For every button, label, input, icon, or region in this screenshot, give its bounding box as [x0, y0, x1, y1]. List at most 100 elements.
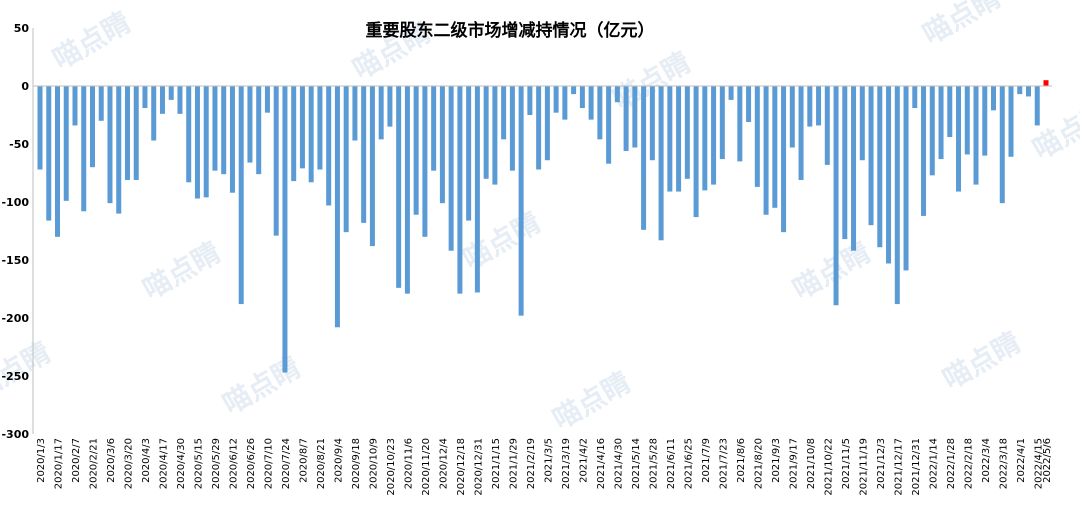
bar — [107, 86, 113, 204]
y-tick-label: -100 — [1, 196, 29, 209]
y-tick-label: -200 — [1, 312, 29, 325]
bar — [308, 86, 314, 183]
x-tick-label: 2021/6/25 — [683, 438, 694, 489]
x-tick-label: 2020/9/18 — [351, 438, 362, 489]
bar — [676, 86, 682, 192]
x-tick-label: 2020/12/4 — [438, 438, 449, 489]
bar — [352, 86, 358, 141]
bar — [772, 86, 778, 208]
x-tick-label: 2020/11/6 — [403, 438, 414, 489]
bar — [553, 86, 559, 113]
bar — [597, 86, 603, 140]
bar — [334, 86, 340, 328]
bar — [1008, 86, 1014, 157]
bar — [632, 86, 638, 148]
bar — [536, 86, 542, 170]
bar — [999, 86, 1005, 204]
bar — [868, 86, 874, 226]
bar — [151, 86, 157, 141]
x-tick-label: 2021/10/8 — [806, 438, 817, 489]
x-tick-label: 2022/1/14 — [928, 438, 939, 489]
bar — [886, 86, 892, 264]
bar — [684, 86, 690, 179]
bar — [46, 86, 52, 221]
bar — [737, 86, 743, 162]
bar — [378, 86, 384, 140]
bar — [842, 86, 848, 240]
bar — [273, 86, 279, 236]
x-tick-label: 2022/2/18 — [963, 438, 974, 489]
x-tick-label: 2021/4/30 — [613, 438, 624, 489]
bar — [457, 86, 463, 294]
bar — [781, 86, 787, 233]
bar — [833, 86, 839, 306]
x-tick-label: 2021/12/3 — [876, 438, 887, 489]
bar — [658, 86, 664, 241]
bar — [466, 86, 472, 221]
x-tick-label: 2020/1/3 — [36, 438, 47, 483]
bar — [448, 86, 454, 251]
bar — [256, 86, 262, 175]
x-tick-label: 2021/1/15 — [491, 438, 502, 489]
bar — [859, 86, 865, 161]
bar — [544, 86, 550, 161]
watermark-text: 喵点睛 — [217, 350, 306, 421]
bar — [982, 86, 988, 156]
bar — [89, 86, 95, 168]
watermark-text: 喵点睛 — [787, 235, 876, 306]
bar — [159, 86, 165, 114]
bar — [299, 86, 305, 169]
bar — [929, 86, 935, 176]
x-tick-label: 2021/4/16 — [596, 438, 607, 489]
x-tick-label: 2021/4/2 — [578, 438, 589, 483]
bar — [702, 86, 708, 191]
bar — [422, 86, 428, 237]
x-tick-label: 2020/4/17 — [158, 438, 169, 489]
bar — [527, 86, 533, 115]
bar — [404, 86, 410, 294]
bar — [711, 86, 717, 185]
bar — [177, 86, 183, 114]
bar — [282, 86, 288, 373]
bar — [396, 86, 402, 288]
watermark-text: 喵点睛 — [137, 235, 226, 306]
bar — [947, 86, 953, 138]
bar — [369, 86, 375, 247]
bar — [291, 86, 297, 182]
bar — [816, 86, 822, 126]
x-tick-label: 2021/12/31 — [911, 438, 922, 496]
bar — [641, 86, 647, 230]
x-tick-label: 2022/5/6 — [1042, 438, 1053, 483]
bar — [238, 86, 244, 305]
bar — [693, 86, 699, 218]
bar — [807, 86, 813, 127]
bar — [746, 86, 752, 122]
bar — [168, 86, 174, 100]
x-tick-label: 2020/10/23 — [386, 438, 397, 496]
bar — [912, 86, 918, 109]
bar — [142, 86, 148, 109]
x-tick-label: 2021/12/17 — [893, 438, 904, 496]
bar — [501, 86, 507, 140]
y-tick-label: -300 — [1, 428, 29, 441]
y-tick-label: -150 — [1, 254, 29, 267]
bar — [431, 86, 437, 171]
bar — [247, 86, 253, 163]
bar — [877, 86, 883, 248]
x-tick-label: 2022/1/28 — [946, 438, 957, 489]
bar — [754, 86, 760, 187]
x-tick-label: 2020/6/12 — [228, 438, 239, 489]
x-tick-label: 2020/2/7 — [71, 438, 82, 483]
y-tick-label: -250 — [1, 370, 29, 383]
bar — [798, 86, 804, 180]
bar — [124, 86, 130, 180]
bar — [562, 86, 568, 120]
x-tick-label: 2021/1/29 — [508, 438, 519, 489]
x-tick-label: 2020/12/31 — [473, 438, 484, 496]
y-tick-label: 0 — [21, 80, 29, 93]
x-tick-label: 2020/3/20 — [123, 438, 134, 489]
x-tick-label: 2020/1/17 — [54, 438, 65, 489]
bar — [203, 86, 209, 198]
bar — [221, 86, 227, 175]
